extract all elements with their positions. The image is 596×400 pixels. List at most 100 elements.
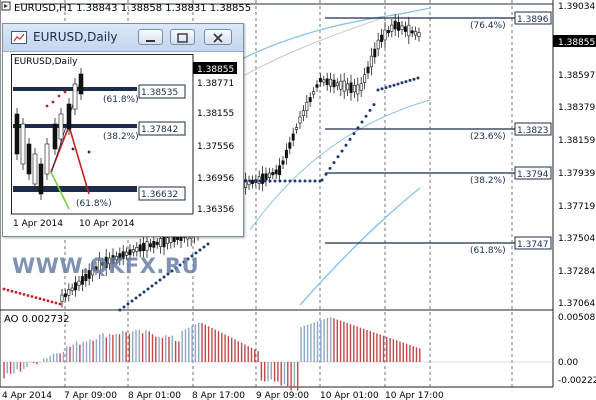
sar-dot <box>336 155 340 159</box>
sar-dot <box>126 302 130 306</box>
sar-dot <box>198 248 202 252</box>
sar-dot <box>248 179 252 183</box>
fib-price-box <box>514 166 552 180</box>
inset-candle-body <box>14 113 20 155</box>
time-axis: 4 Apr 2014 7 Apr 09:00 8 Apr 01:00 8 Apr… <box>2 391 444 400</box>
fib-price-box <box>514 122 552 136</box>
sar-dot <box>288 179 292 183</box>
candle-body <box>335 82 339 87</box>
fib-price-label: 1.3794 <box>517 170 549 180</box>
fib-percent-label: (61.8%) <box>470 246 506 256</box>
current-price-marker <box>553 35 596 47</box>
sar-dot <box>166 272 170 276</box>
price-tick: 1.38159 <box>558 136 595 146</box>
candle-body <box>274 169 278 175</box>
inset-daily-chart[interactable]: EURUSD,Daily 1.38855 1.38771 1.38155 1.3… <box>11 54 237 234</box>
sar-dot <box>298 179 302 183</box>
sar-dot <box>356 126 360 130</box>
candle-body <box>165 237 169 244</box>
time-tick: 4 Apr 2014 <box>2 391 52 400</box>
candle-body <box>315 84 319 88</box>
sar-dot <box>313 179 317 183</box>
candle-body <box>308 97 312 103</box>
close-icon <box>213 33 223 43</box>
inset-price-tick: 1.38155 <box>197 109 234 119</box>
ao-scale-tick: -0.002229 <box>558 376 596 386</box>
sar-dot <box>340 149 344 153</box>
candle-body <box>366 66 370 74</box>
sar-dot <box>130 299 134 303</box>
candle-body <box>332 79 336 88</box>
time-tick: 10 Apr 01:00 <box>320 391 379 400</box>
candle-body <box>291 133 295 141</box>
sar-dot-red <box>18 291 22 295</box>
inset-current-price-marker <box>193 62 237 74</box>
sar-dot <box>376 88 380 92</box>
inset-chart-window[interactable]: EURUSD,Daily EURUSD,Daily 1.38855 1.3877… <box>2 23 244 237</box>
sar-dot <box>258 179 262 183</box>
inset-candle-body <box>44 143 50 175</box>
candle-body <box>356 84 360 95</box>
candle-body <box>271 172 275 176</box>
inset-sar-dot <box>71 147 75 151</box>
inset-window-title: EURUSD,Daily <box>33 30 118 44</box>
candle-body <box>142 243 146 252</box>
candle-body <box>162 236 166 248</box>
time-tick: 10 Apr 17:00 <box>385 391 444 400</box>
sar-dot <box>388 84 392 88</box>
candle-body <box>342 80 346 92</box>
chart-window-icon <box>11 31 27 44</box>
candle-body <box>329 78 333 87</box>
candle-body <box>352 85 356 93</box>
sar-dot <box>408 78 412 82</box>
minimize-button[interactable] <box>138 29 163 45</box>
candle-body <box>305 101 309 111</box>
candle-body <box>131 249 135 253</box>
inset-price-tick: 1.37556 <box>197 142 234 152</box>
chart-header: EURUSD,H1 1.38843 1.38858 1.38831 1.3885… <box>1 1 251 14</box>
price-tick: 1.38379 <box>558 103 595 113</box>
time-tick: 8 Apr 17:00 <box>192 391 245 400</box>
candle-body <box>407 24 411 37</box>
inset-chart-title: EURUSD,Daily <box>14 57 78 67</box>
sar-dot-red <box>58 302 62 306</box>
inset-time-tick: 1 Apr 2014 <box>13 219 63 229</box>
inset-candle-body <box>20 123 26 165</box>
lower-band <box>299 187 421 306</box>
candle-body <box>87 270 91 279</box>
inset-candle-body <box>66 103 72 130</box>
candle-body <box>145 241 149 251</box>
sar-dot <box>122 305 126 309</box>
close-button[interactable] <box>204 29 232 45</box>
inset-time-tick: 10 Apr 2014 <box>79 219 135 229</box>
inset-current-price: 1.38855 <box>197 65 234 75</box>
sar-dot <box>364 114 368 118</box>
inset-titlebar[interactable]: EURUSD,Daily <box>3 24 243 52</box>
sar-dot-red <box>10 289 14 293</box>
inset-sar-dot <box>51 100 55 104</box>
sar-dot-red <box>34 296 38 299</box>
candle-body <box>281 160 285 165</box>
inset-price-tick: 1.38771 <box>197 79 234 89</box>
sar-dot <box>194 251 198 255</box>
sar-dot <box>273 179 277 183</box>
sar-dot-red <box>26 294 30 297</box>
sar-dot <box>368 108 372 112</box>
inset-candle-body <box>72 83 78 110</box>
sar-dot-red <box>22 293 26 296</box>
candle-body <box>417 32 421 37</box>
ao-label: AO 0.002732 <box>4 314 69 325</box>
restore-icon <box>177 33 188 43</box>
candle-body <box>264 173 268 181</box>
sar-dot <box>118 308 122 312</box>
candle-body <box>91 267 95 276</box>
candle-body <box>288 142 292 149</box>
inset-fib-box <box>138 84 186 99</box>
candle-body <box>148 243 152 248</box>
candle-body <box>74 282 78 291</box>
sar-dot <box>146 287 150 291</box>
inset-candle-body <box>78 73 84 95</box>
candle-body <box>363 74 367 83</box>
restore-button[interactable] <box>170 29 195 45</box>
bollinger-bands <box>239 7 431 306</box>
